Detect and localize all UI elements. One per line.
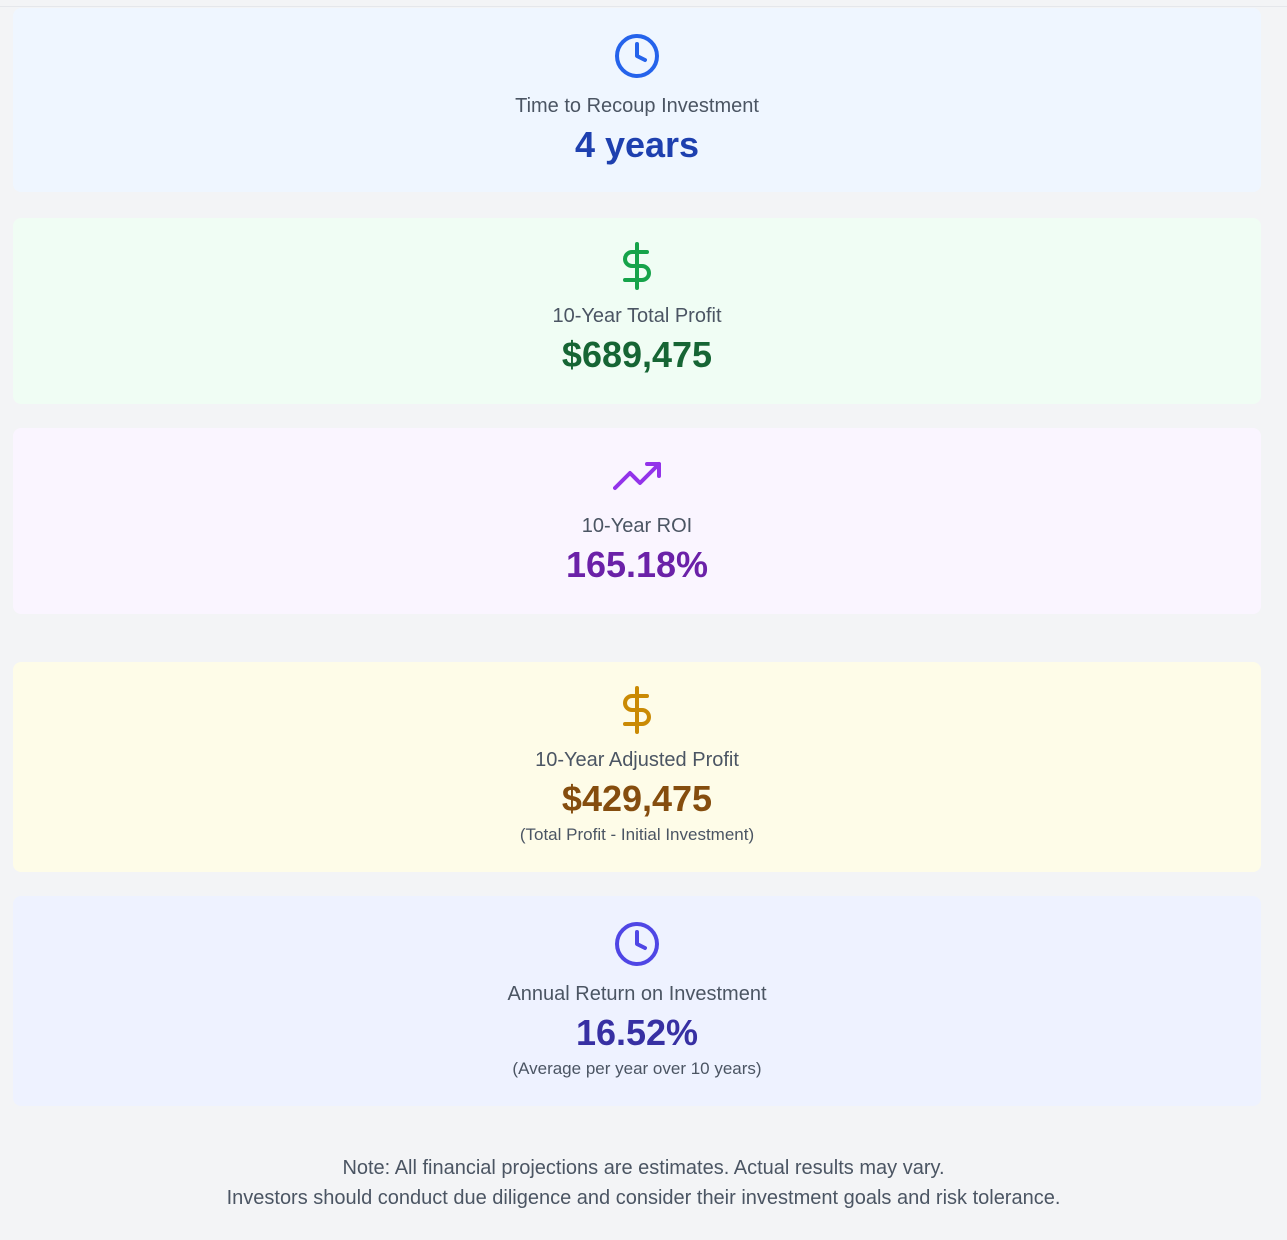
recoup-time-value: 4 years [574,124,700,165]
annual-return-card: Annual Return on Investment 16.52% (Aver… [13,896,1261,1106]
trending-up-icon [613,462,661,490]
recoup-time-label: Time to Recoup Investment [515,95,759,117]
total-profit-label: 10-Year Total Profit [552,305,722,327]
annual-return-label: Annual Return on Investment [507,983,767,1005]
annual-return-value: 16.52% [575,1012,699,1053]
clock-icon [615,922,659,966]
top-divider [0,0,1287,7]
dollar-icon [623,686,651,734]
roi-card: 10-Year ROI 165.18% [13,428,1261,614]
adjusted-profit-card: 10-Year Adjusted Profit $429,475 (Total … [13,662,1261,872]
recoup-time-card: Time to Recoup Investment 4 years [13,8,1261,192]
roi-label: 10-Year ROI [581,515,693,537]
disclaimer-note: Note: All financial projections are esti… [0,1153,1287,1213]
annual-return-note: (Average per year over 10 years) [512,1059,762,1078]
clock-icon [615,34,659,78]
dollar-icon [623,242,651,290]
adjusted-profit-note: (Total Profit - Initial Investment) [519,825,755,844]
total-profit-card: 10-Year Total Profit $689,475 [13,218,1261,404]
total-profit-value: $689,475 [561,334,713,375]
adjusted-profit-label: 10-Year Adjusted Profit [535,749,739,771]
disclaimer-line-2: Investors should conduct due diligence a… [226,1187,1061,1209]
adjusted-profit-value: $429,475 [561,778,713,819]
disclaimer-line-1: Note: All financial projections are esti… [342,1157,945,1179]
roi-value: 165.18% [565,544,709,585]
